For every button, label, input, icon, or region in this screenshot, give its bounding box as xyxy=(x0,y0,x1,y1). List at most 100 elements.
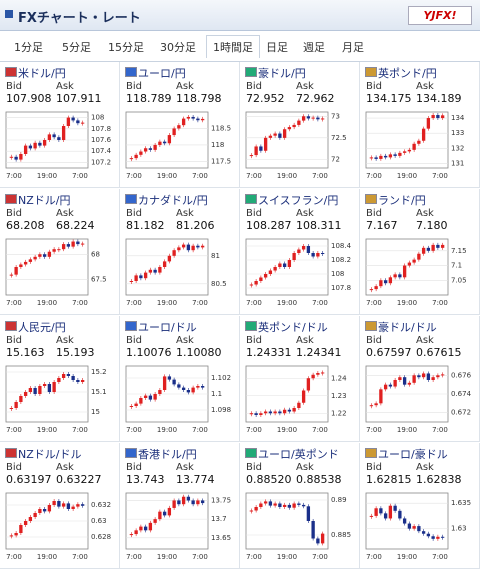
flag xyxy=(245,448,257,458)
candle xyxy=(181,118,186,126)
bid-value: 107.908 xyxy=(6,92,52,105)
pair-name[interactable]: 豪ドル/ドル xyxy=(378,321,437,334)
header: FXチャート・レート YJFX! xyxy=(0,0,480,31)
rate-panel[interactable]: スイスフラン/円 Bid Ask 108.287 108.311 108.4 108.2 10… xyxy=(240,189,360,315)
bid-value: 15.163 xyxy=(6,346,45,359)
rate-panel[interactable]: 米ドル/円 Bid Ask 107.908 107.911 108 107.8 107.6 10… xyxy=(0,62,120,188)
rate-panel[interactable]: NZドル/円 Bid Ask 68.208 68.224 68 67.5 7:00 19:00 7… xyxy=(0,189,120,315)
rate-panel[interactable]: ユーロ/ドル Bid Ask 1.10076 1.10080 1.102 1.1 1.098 7… xyxy=(120,316,240,442)
candle xyxy=(71,241,75,247)
candle xyxy=(139,275,143,279)
rate-panel[interactable]: 豪ドル/ドル Bid Ask 0.67597 0.67615 0.676 0.674 0.67… xyxy=(360,316,480,442)
rate-panel[interactable]: ユーロ/英ポンド Bid Ask 0.88520 0.88538 0.89 0.885 7:0… xyxy=(240,443,360,569)
candle xyxy=(306,506,311,521)
candle xyxy=(306,246,311,253)
candle xyxy=(282,504,287,507)
candle xyxy=(191,387,195,393)
rate-panel[interactable]: ユーロ/豪ドル Bid Ask 1.62815 1.62838 1.635 1.63 7:00… xyxy=(360,443,480,569)
rate-panel[interactable]: 人民元/円 Bid Ask 15.163 15.193 15.2 15.1 15 7:00 19:… xyxy=(0,316,120,442)
candle xyxy=(134,154,138,159)
candle xyxy=(268,270,273,274)
candle xyxy=(379,389,383,404)
rate-panel[interactable]: 英ポンド/ドル Bid Ask 1.24331 1.24341 1.24 1.23 1.22 7… xyxy=(240,316,360,442)
pair-name[interactable]: カナダドル/円 xyxy=(138,194,208,207)
ask-value: 1.62838 xyxy=(416,473,462,486)
x-tick-label: 7:00 xyxy=(312,426,328,434)
ask-value: 134.189 xyxy=(416,92,462,105)
flag xyxy=(5,321,17,331)
tab[interactable]: 30分足 xyxy=(160,41,196,54)
candle xyxy=(259,413,263,415)
pair-name[interactable]: ユーロ/英ポンド xyxy=(258,448,339,461)
bid-label: Bid xyxy=(126,208,142,219)
pair-name[interactable]: 人民元/円 xyxy=(18,321,66,334)
pair-name[interactable]: ユーロ/円 xyxy=(138,67,186,80)
bid-label: Bid xyxy=(246,81,262,92)
logo[interactable]: YJFX! xyxy=(408,6,472,25)
tab[interactable]: 月足 xyxy=(342,41,364,54)
rate-panel[interactable]: ユーロ/円 Bid Ask 118.789 118.798 118.5 118 117.5 7:… xyxy=(120,62,240,188)
pair-name[interactable]: 香港ドル/円 xyxy=(138,448,197,461)
candle xyxy=(66,117,71,126)
candle xyxy=(421,247,426,254)
x-tick-label: 19:00 xyxy=(397,426,417,434)
rate-panel[interactable]: 豪ドル/円 Bid Ask 72.952 72.962 73 72.5 72 7:00 19:00… xyxy=(240,62,360,188)
candle xyxy=(14,402,18,408)
ask-value: 1.10080 xyxy=(176,346,222,359)
x-tick-label: 19:00 xyxy=(37,299,57,307)
tab[interactable]: 5分足 xyxy=(62,41,91,54)
ask-label: Ask xyxy=(176,335,194,346)
bid-label: Bid xyxy=(6,335,22,346)
candle xyxy=(311,374,315,379)
tab[interactable]: 15分足 xyxy=(108,41,144,54)
pair-name[interactable]: ユーロ/ドル xyxy=(138,321,197,334)
candle xyxy=(153,144,157,150)
pair-name[interactable]: NZドル/ドル xyxy=(18,448,82,461)
pair-name[interactable]: ランド/円 xyxy=(378,194,426,207)
candle xyxy=(306,378,311,391)
tab[interactable]: 1分足 xyxy=(14,41,43,54)
candle xyxy=(259,503,263,507)
pair-name[interactable]: ユーロ/豪ドル xyxy=(378,448,448,461)
candle xyxy=(148,148,153,150)
pair-name[interactable]: 豪ドル/円 xyxy=(258,67,306,80)
candle xyxy=(139,398,143,404)
ask-value: 7.180 xyxy=(416,219,448,232)
plot-area xyxy=(125,111,209,169)
y-tick-label: 81 xyxy=(211,252,220,260)
candle xyxy=(134,403,138,406)
candle xyxy=(196,500,200,505)
bid-value: 1.62815 xyxy=(366,473,412,486)
rate-panel[interactable]: NZドル/ドル Bid Ask 0.63197 0.63227 0.632 0.63 0.62… xyxy=(0,443,120,569)
candle xyxy=(172,500,176,508)
rate-panel[interactable]: 英ポンド/円 Bid Ask 134.175 134.189 134 133 132 131 7:… xyxy=(360,62,480,188)
y-tick-label: 108 xyxy=(331,270,344,278)
tab[interactable]: 週足 xyxy=(303,41,325,54)
pair-name[interactable]: 米ドル/円 xyxy=(18,67,66,80)
pair-name[interactable]: NZドル/円 xyxy=(18,194,71,207)
rate-panel[interactable]: ランド/円 Bid Ask 7.167 7.180 7.15 7.1 7.05 7:00 19:0… xyxy=(360,189,480,315)
bid-value: 0.67597 xyxy=(366,346,412,359)
candle xyxy=(129,406,134,407)
candle xyxy=(76,380,80,382)
pair-name[interactable]: 英ポンド/ドル xyxy=(258,321,328,334)
bid-label: Bid xyxy=(6,208,22,219)
candle xyxy=(263,501,268,504)
bid-value: 81.182 xyxy=(126,219,165,232)
candle xyxy=(52,501,56,505)
tab[interactable]: 日足 xyxy=(266,41,288,54)
x-tick-label: 19:00 xyxy=(157,299,177,307)
x-tick-label: 7:00 xyxy=(6,553,22,561)
candle xyxy=(162,511,167,516)
y-tick-label: 68 xyxy=(91,250,100,258)
tab[interactable]: 1時間足 xyxy=(206,35,260,58)
tab-bar: 1分足 5分足 15分足 30分足 1時間足 日足 週足 月足 xyxy=(0,31,480,62)
pair-name[interactable]: 英ポンド/円 xyxy=(378,67,437,80)
mini-chart: 81 80.5 7:00 19:00 7:00 xyxy=(125,238,227,307)
rate-panel[interactable]: 香港ドル/円 Bid Ask 13.743 13.774 13.75 13.7 13.65 7:… xyxy=(120,443,240,569)
rate-panel[interactable]: カナダドル/円 Bid Ask 81.182 81.206 81 80.5 7:00 19:00… xyxy=(120,189,240,315)
candle xyxy=(143,148,148,152)
candle xyxy=(134,275,138,281)
pair-name[interactable]: スイスフラン/円 xyxy=(258,194,339,207)
ask-label: Ask xyxy=(296,462,314,473)
